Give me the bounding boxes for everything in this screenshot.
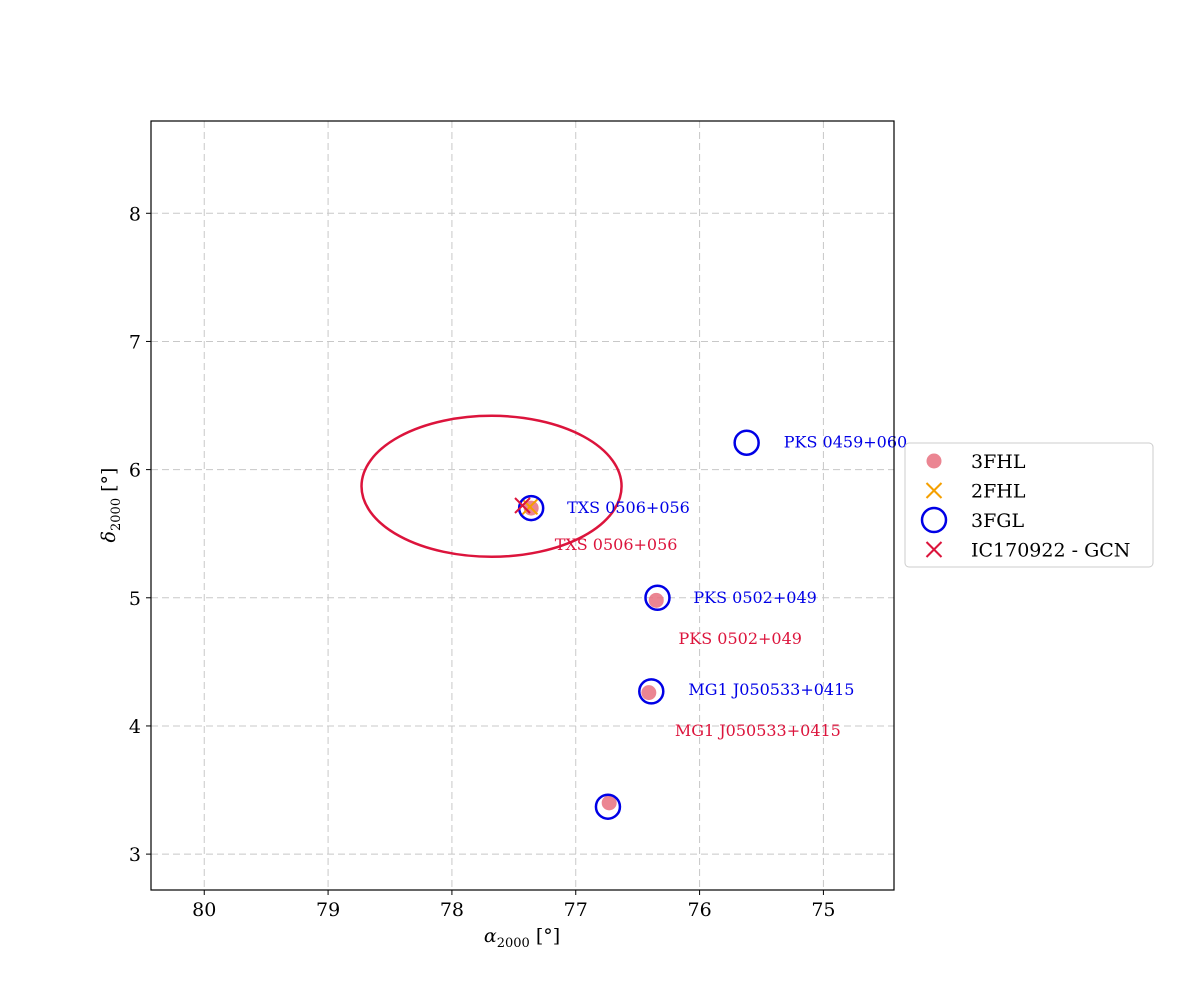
point-3fgl <box>644 584 671 612</box>
x-tick-label: 78 <box>440 899 464 921</box>
error-ellipse-layer <box>360 414 623 559</box>
y-tick-label: 4 <box>129 716 141 738</box>
x-axis-label: α2000 [°] <box>484 925 560 951</box>
source-annotation: MG1 J050533+0415 <box>675 721 841 740</box>
source-annotation: PKS 0502+049 <box>693 588 816 607</box>
legend-label-3fhl: 3FHL <box>971 451 1026 473</box>
legend-label-3fgl: 3FGL <box>971 510 1024 532</box>
point-3fhl <box>648 592 664 608</box>
legend-frame <box>904 442 1154 568</box>
point-ic170922-gcn-stroke-b <box>514 497 531 514</box>
point-2fhl-stroke-b <box>521 498 539 515</box>
annotations: PKS 0459+060 TXS 0506+056 TXS 0506+056 PKS … <box>555 433 908 740</box>
legend-marker-3fgl <box>920 506 948 534</box>
source-annotation: MG1 J050533+0415 <box>688 680 854 699</box>
source-annotation: TXS 0506+056 <box>555 535 678 554</box>
y-axis-label: δ2000 [°] <box>98 468 124 543</box>
error-ellipse <box>360 414 623 559</box>
legend-marker-ic170922-gcn-stroke-b <box>925 541 943 558</box>
plot-frame <box>150 120 895 891</box>
source-annotation: PKS 0502+049 <box>679 629 802 648</box>
y-tick-label: 3 <box>129 844 141 866</box>
source-annotation: TXS 0506+056 <box>567 498 690 517</box>
legend-label-2fhl: 2FHL <box>971 481 1026 503</box>
x-tick-label: 80 <box>192 899 216 921</box>
legend-label-ic170922-gcn: IC170922 - GCN <box>971 540 1130 562</box>
legend-marker-2fhl-stroke-b <box>925 482 943 499</box>
data-marks <box>514 429 760 820</box>
legend: 3FHL 2FHL 3FGL IC170922 - GCN <box>904 442 1154 568</box>
legend-marker-ic170922-gcn <box>925 541 943 558</box>
x-tick-label: 75 <box>811 899 835 921</box>
legend-marker-3fhl <box>926 453 942 469</box>
point-3fhl <box>601 795 617 811</box>
point-3fgl <box>733 429 760 456</box>
y-tick-label: 7 <box>129 331 141 353</box>
x-tick-label: 76 <box>687 899 711 921</box>
point-3fgl <box>638 678 665 705</box>
point-3fgl <box>594 793 622 820</box>
x-tick-label: 79 <box>316 899 340 921</box>
y-tick-label: 6 <box>129 460 141 482</box>
grid <box>151 121 894 890</box>
point-ic170922-gcn <box>514 497 531 514</box>
y-tick-label: 8 <box>129 203 141 225</box>
x-tick-label: 77 <box>564 899 588 921</box>
legend-marker-2fhl <box>925 482 943 499</box>
point-3fhl <box>641 685 657 701</box>
y-tick-label: 5 <box>129 588 141 610</box>
source-annotation: PKS 0459+060 <box>784 433 907 452</box>
